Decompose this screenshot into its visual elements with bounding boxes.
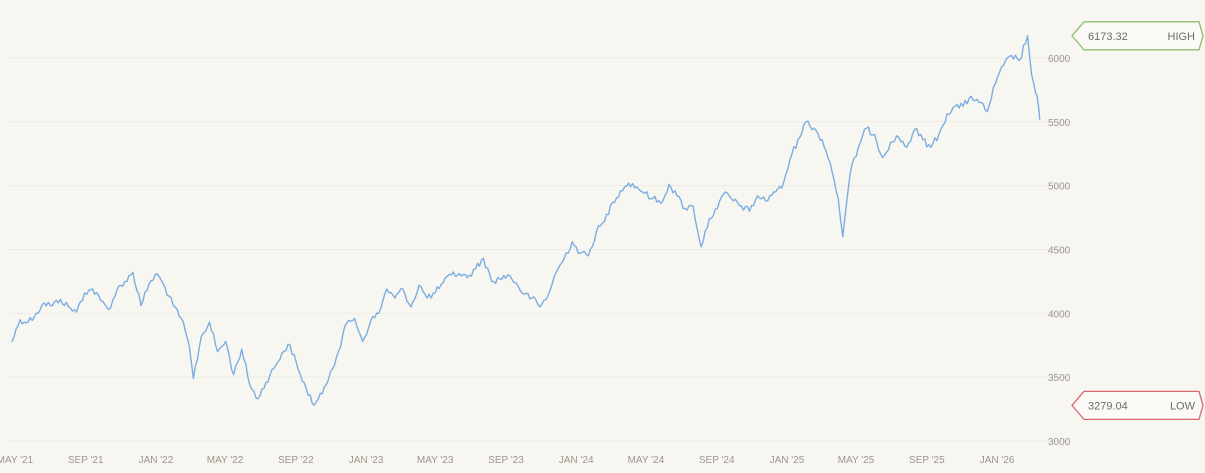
x-tick-label: SEP '23 <box>488 455 524 466</box>
x-tick-label: JAN '24 <box>559 455 594 466</box>
x-tick-label: MAY '25 <box>838 455 875 466</box>
x-tick-label: SEP '25 <box>909 455 945 466</box>
y-tick-label: 4000 <box>1048 309 1071 320</box>
series-layer <box>11 35 1041 406</box>
y-tick-label: 6000 <box>1048 54 1071 65</box>
gridlines <box>8 57 1068 442</box>
y-tick-label: 3500 <box>1048 373 1071 384</box>
high-label: HIGH <box>1168 31 1196 43</box>
y-tick-label: 5000 <box>1048 182 1071 193</box>
high-low-flags: 6173.32 HIGH 3279.04 LOW <box>1071 21 1204 421</box>
low-label: LOW <box>1170 400 1196 412</box>
x-tick-label: JAN '25 <box>770 455 805 466</box>
low-flag-shape <box>1071 390 1204 421</box>
y-tick-label: 4500 <box>1048 245 1071 256</box>
x-tick-label: SEP '21 <box>68 455 104 466</box>
x-axis-ticks: MAY '21 SEP '21 JAN '22 MAY '22 SEP '22 JAN '… <box>0 455 1015 466</box>
low-value: 3279.04 <box>1088 400 1128 412</box>
x-tick-label: MAY '22 <box>207 455 244 466</box>
x-tick-label: JAN '26 <box>980 455 1015 466</box>
high-flag: 6173.32 HIGH <box>1071 21 1204 51</box>
x-tick-label: JAN '23 <box>349 455 384 466</box>
x-tick-label: MAY '21 <box>0 455 34 466</box>
x-tick-label: SEP '24 <box>699 455 735 466</box>
high-value: 6173.32 <box>1088 31 1128 43</box>
high-flag-shape <box>1071 21 1204 51</box>
x-tick-label: MAY '24 <box>628 455 665 466</box>
y-tick-label: 5500 <box>1048 118 1071 129</box>
x-tick-label: JAN '22 <box>139 455 174 466</box>
low-flag: 3279.04 LOW <box>1071 390 1204 421</box>
series-line <box>11 35 1041 406</box>
y-axis-ticks: 3000 3500 4000 4500 5000 5500 6000 <box>1048 54 1071 448</box>
x-tick-label: SEP '22 <box>278 455 314 466</box>
x-tick-label: MAY '23 <box>417 455 454 466</box>
y-tick-label: 3000 <box>1048 437 1071 448</box>
